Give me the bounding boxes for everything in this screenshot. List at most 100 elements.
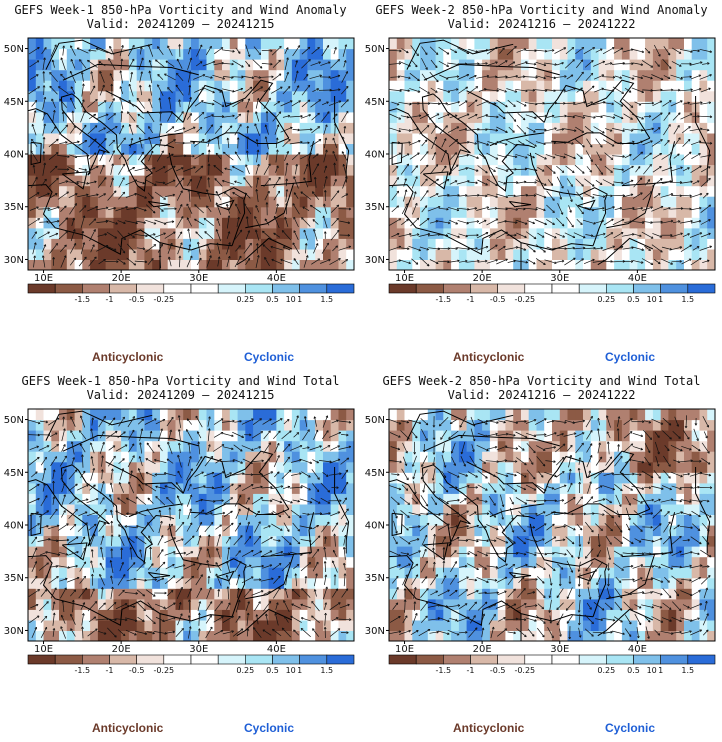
- wind-vector: [31, 231, 37, 239]
- vorticity-cell: [544, 259, 553, 270]
- vorticity-cell: [559, 59, 569, 71]
- wind-vector-head: [700, 127, 703, 131]
- wind-vector: [117, 220, 126, 224]
- vorticity-cell: [51, 493, 60, 505]
- vorticity-cell: [268, 556, 277, 568]
- wind-vector-head: [52, 257, 56, 260]
- wind-vector: [292, 242, 300, 255]
- vorticity-cell: [552, 69, 561, 81]
- wind-vector: [263, 163, 271, 175]
- vorticity-cell: [268, 535, 277, 547]
- wind-vector: [690, 88, 702, 93]
- vorticity-cell: [668, 217, 677, 229]
- wind-vector-head: [305, 73, 309, 77]
- vorticity-cell: [505, 217, 514, 229]
- vorticity-cell: [575, 132, 584, 144]
- wind-vector-head: [311, 191, 315, 194]
- wind-vector-head: [465, 234, 468, 238]
- vorticity-cell: [505, 69, 514, 81]
- vorticity-cell: [489, 248, 499, 260]
- wind-vector-head: [189, 255, 193, 259]
- wind-vector-head: [232, 192, 235, 195]
- wind-vector: [456, 180, 470, 185]
- wind-vector-head: [280, 86, 283, 90]
- vorticity-cell: [206, 132, 215, 144]
- wind-vector-head: [95, 47, 99, 51]
- vorticity-cell: [74, 619, 83, 631]
- vorticity-cell: [291, 493, 301, 505]
- vorticity-cell: [245, 122, 254, 134]
- wind-vector: [564, 59, 575, 69]
- vorticity-cell: [346, 598, 354, 610]
- wind-vector-head: [92, 244, 95, 247]
- wind-vector-head: [134, 179, 138, 183]
- vorticity-cell: [536, 38, 545, 50]
- vorticity-cell: [268, 227, 277, 239]
- vorticity-cell: [276, 90, 285, 102]
- vorticity-cell: [505, 185, 514, 197]
- wind-vector: [252, 59, 263, 69]
- wind-vector: [680, 244, 692, 252]
- vorticity-cell: [136, 122, 146, 134]
- vorticity-cell: [614, 238, 623, 250]
- vorticity-cell: [315, 143, 324, 155]
- wind-vector-head: [303, 177, 306, 180]
- vorticity-cell: [482, 122, 491, 134]
- wind-vector-head: [332, 150, 335, 154]
- wind-vector-head: [300, 114, 303, 118]
- vorticity-cell: [183, 630, 192, 641]
- wind-vector-head: [610, 170, 613, 173]
- vorticity-cell: [144, 451, 153, 463]
- vorticity-cell: [707, 227, 715, 239]
- vorticity-cell: [404, 101, 413, 113]
- wind-vector-head: [309, 152, 312, 156]
- vorticity-cell: [214, 38, 223, 50]
- wind-vector: [505, 221, 518, 223]
- vorticity-cell: [260, 217, 270, 229]
- vorticity-cell: [198, 80, 208, 92]
- wind-vector: [477, 114, 488, 119]
- vorticity-cell: [544, 143, 553, 155]
- vorticity-cell: [229, 482, 239, 494]
- wind-vector-head: [221, 104, 225, 107]
- wind-vector-head: [226, 137, 230, 141]
- vorticity-cell: [559, 185, 569, 197]
- wind-vector: [194, 152, 204, 160]
- wind-vector: [334, 162, 336, 176]
- vorticity-cell: [136, 619, 146, 631]
- wind-vector-head: [235, 203, 238, 207]
- vorticity-cell: [536, 248, 545, 260]
- vorticity-cell: [113, 503, 122, 515]
- vorticity-cell: [206, 164, 215, 176]
- vorticity-cell: [113, 206, 122, 218]
- wind-vector: [592, 233, 606, 238]
- vorticity-cell: [699, 59, 708, 71]
- vorticity-cell: [443, 259, 452, 270]
- vorticity-cell: [521, 227, 530, 239]
- vorticity-cell: [260, 514, 270, 526]
- vorticity-cell: [466, 38, 475, 50]
- vorticity-cell: [90, 259, 99, 270]
- wind-vector: [441, 138, 447, 148]
- vorticity-cell: [276, 185, 285, 197]
- vorticity-cell: [74, 238, 83, 250]
- vorticity-cell: [528, 259, 538, 270]
- vorticity-cell: [575, 90, 584, 102]
- vorticity-cell: [260, 567, 270, 579]
- vorticity-cell: [544, 59, 553, 71]
- wind-vector-head: [135, 221, 138, 225]
- vorticity-cell: [237, 461, 246, 473]
- vorticity-cell: [105, 503, 114, 515]
- vorticity-cell: [191, 451, 200, 463]
- wind-vector-head: [212, 60, 216, 64]
- vorticity-cell: [128, 630, 138, 641]
- vorticity-cell: [222, 630, 231, 641]
- wind-vector-head: [312, 228, 316, 232]
- vorticity-cell: [59, 206, 68, 218]
- vorticity-cell: [583, 238, 592, 250]
- wind-vector: [556, 128, 564, 131]
- wind-vector-head: [476, 220, 480, 223]
- wind-vector: [660, 258, 673, 265]
- vorticity-cell: [198, 227, 208, 239]
- wind-vector: [389, 218, 401, 226]
